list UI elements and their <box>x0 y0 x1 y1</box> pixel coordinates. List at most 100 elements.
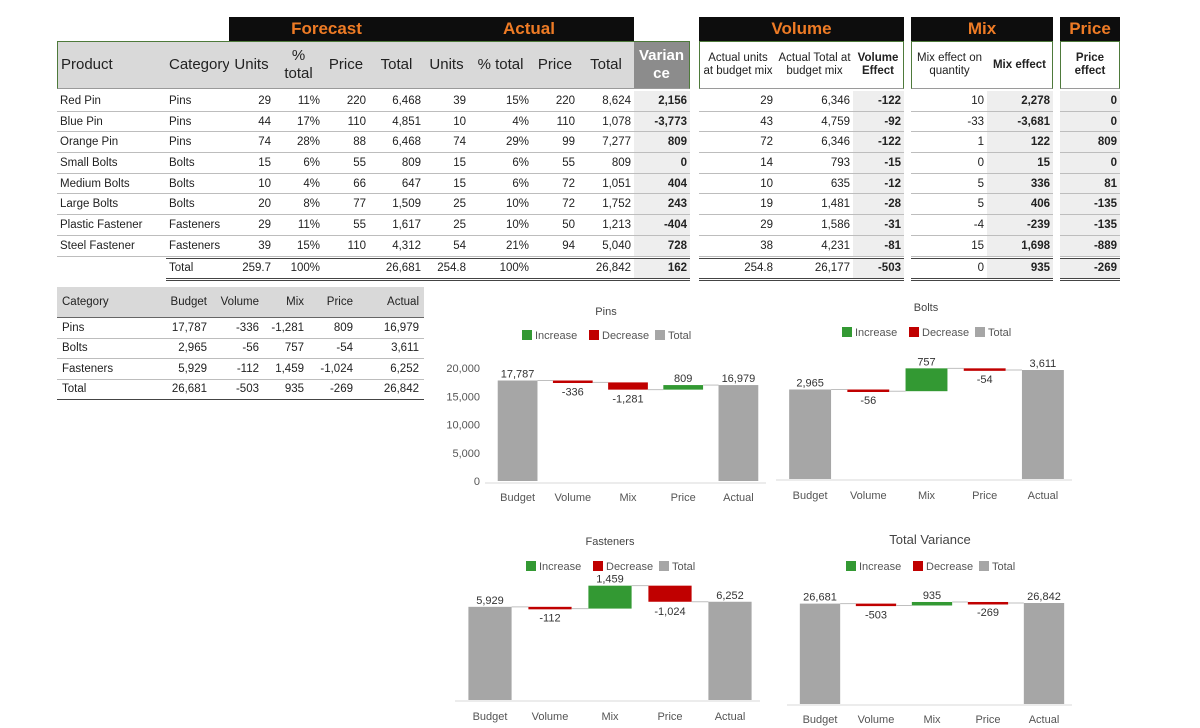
header-actual-units: Units <box>424 41 469 89</box>
cell-forecast-total: 4,312 <box>369 235 424 257</box>
column-gap <box>1053 111 1060 132</box>
header-forecast-price: Price <box>323 41 369 89</box>
category-label: Mix <box>918 490 936 502</box>
column-gap <box>690 193 699 215</box>
data-label: 6,252 <box>716 590 744 602</box>
category-label: Mix <box>601 711 619 723</box>
bar-budget-total <box>789 389 832 479</box>
cell-actual-price: 220 <box>532 91 578 112</box>
cell-mix-qty: 0 <box>911 257 987 282</box>
cell-vol-actual-total: 4,759 <box>776 111 853 133</box>
cell-forecast-price: 55 <box>323 214 369 236</box>
cell-category: Fasteners <box>166 214 229 236</box>
cell-forecast-pct: 100% <box>274 257 323 282</box>
cell-vol-actual-total: 635 <box>776 173 853 195</box>
column-gap <box>1053 91 1060 112</box>
cell-actual-price: 50 <box>532 214 578 236</box>
category-cell: 809 <box>309 317 358 339</box>
bar-budget-total <box>799 603 841 704</box>
cell-vol-actual-units: 10 <box>699 173 776 195</box>
cell-forecast-pct: 28% <box>274 131 323 154</box>
cell-forecast-price: 220 <box>323 91 369 112</box>
cell-actual-pct: 100% <box>469 257 532 282</box>
cell-category: Total <box>166 257 229 282</box>
data-label: -1,281 <box>612 394 643 406</box>
category-cell: Budget <box>152 287 212 318</box>
cell-mix-effect: 336 <box>987 173 1053 195</box>
legend-swatch-increase <box>846 561 856 571</box>
cell-forecast-pct: 15% <box>274 235 323 257</box>
column-gap <box>904 214 911 236</box>
cell-actual-units: 39 <box>424 91 469 112</box>
cell-actual-total: 8,624 <box>578 91 634 112</box>
category-label: Mix <box>619 492 637 504</box>
cell-variance: 0 <box>634 152 690 174</box>
column-gap <box>1053 131 1060 153</box>
category-cell: Volume <box>212 287 264 318</box>
category-label: Price <box>657 711 682 723</box>
table-row: Red Pin Pins 29 11% 220 6,468 39 15% 220 8,624 2,1… <box>57 91 1120 112</box>
cell-actual-units: 25 <box>424 193 469 216</box>
legend-swatch-total <box>659 561 669 571</box>
legend-label-total: Total <box>668 330 691 342</box>
cell-actual-total: 1,752 <box>578 193 634 216</box>
cell-vol-actual-total: 26,177 <box>776 257 853 282</box>
totals-row: Total 259.7 100% 26,681 254.8 100% 26,842 162 25… <box>57 257 1120 282</box>
cell-volume-effect: -92 <box>853 111 904 133</box>
cell-price-effect: 0 <box>1060 152 1120 174</box>
chart-title: Pins <box>595 306 617 318</box>
data-label: 3,611 <box>1030 358 1057 370</box>
cell-actual-units: 54 <box>424 235 469 257</box>
category-label: Actual <box>715 711 746 723</box>
cell-vol-actual-total: 1,586 <box>776 214 853 236</box>
data-label: 26,842 <box>1027 591 1061 603</box>
legend-label-increase: Increase <box>535 330 577 342</box>
cell-forecast-units: 29 <box>229 214 274 236</box>
header-actual-pct-total: % total <box>469 41 532 89</box>
column-gap <box>904 235 911 256</box>
mix-group-header: Mix <box>911 17 1053 41</box>
cell-forecast-price: 66 <box>323 173 369 195</box>
cell-mix-qty: 15 <box>911 235 987 257</box>
category-cell: -1,024 <box>309 358 358 380</box>
header-mix-effect: Mix effect <box>987 41 1053 89</box>
cell-variance: -404 <box>634 214 690 236</box>
cell-forecast-total: 1,509 <box>369 193 424 216</box>
column-gap <box>690 111 699 132</box>
cell-product: Plastic Fastener <box>57 214 166 236</box>
legend-swatch-decrease <box>589 330 599 340</box>
cell-volume-effect: -31 <box>853 214 904 236</box>
cell-actual-pct: 6% <box>469 152 532 174</box>
cell-volume-effect: -503 <box>853 257 904 282</box>
cell-category: Fasteners <box>166 235 229 257</box>
cell-vol-actual-total: 793 <box>776 152 853 174</box>
category-cell: 17,787 <box>152 317 212 339</box>
header-variance: Variance <box>634 41 690 89</box>
bar-volume-decrease <box>528 606 572 610</box>
bar-budget-total <box>497 380 538 481</box>
column-gap <box>1053 173 1060 194</box>
category-cell: -56 <box>212 338 264 359</box>
category-cell: 6,252 <box>358 358 424 380</box>
data-label: -1,024 <box>654 606 685 618</box>
legend-label-total: Total <box>672 561 695 573</box>
cell-mix-effect: 406 <box>987 193 1053 216</box>
cell-forecast-units: 10 <box>229 173 274 195</box>
category-label: Volume <box>850 490 887 502</box>
cell-vol-actual-units: 254.8 <box>699 257 776 282</box>
legend-label-decrease: Decrease <box>926 561 973 573</box>
category-cell: 16,979 <box>358 317 424 339</box>
legend-label-total: Total <box>992 561 1015 573</box>
category-label: Actual <box>1028 490 1059 502</box>
table-row: Steel Fastener Fasteners 39 15% 110 4,312 54 21… <box>57 235 1120 257</box>
cell-forecast-total: 26,681 <box>369 257 424 282</box>
column-gap <box>690 131 699 153</box>
cell-price-effect: 0 <box>1060 111 1120 133</box>
header-volume-actual-units: Actual units at budget mix <box>699 41 776 89</box>
category-label: Budget <box>803 714 838 726</box>
cell-forecast-units: 39 <box>229 235 274 257</box>
category-label: Volume <box>532 711 569 723</box>
cell-vol-actual-units: 38 <box>699 235 776 257</box>
legend-label-decrease: Decrease <box>922 327 969 339</box>
